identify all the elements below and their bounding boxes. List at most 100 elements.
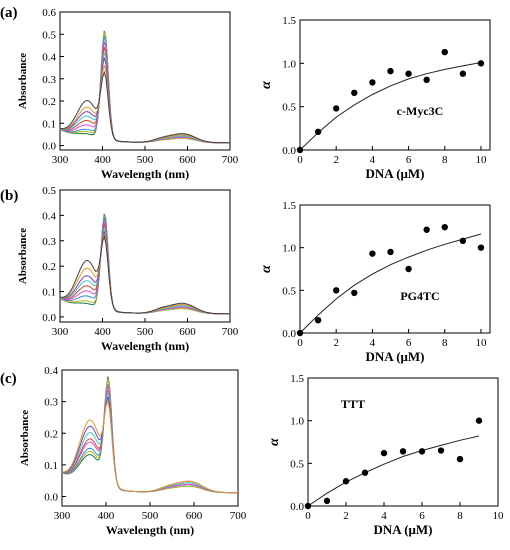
binding-ylabel: α <box>267 438 282 446</box>
binding-xtick-label: 10 <box>475 337 487 349</box>
binding-xtick-label: 4 <box>381 510 387 522</box>
data-point <box>423 226 430 233</box>
binding-frame <box>299 204 491 334</box>
binding-ytick-label: 1.5 <box>282 200 296 212</box>
panel-row-1: (a) 300 400 500 600 700 0.0 0.1 0.2 0.3 0.4 0.5 0.6 W… <box>0 5 491 181</box>
data-point <box>405 70 412 77</box>
binding-plot: 0 2 4 6 8 10 0.0 0.5 1.0 1.5 DNA (μM) α c-Myc3C <box>259 15 491 181</box>
spectra-xtick-label: 600 <box>179 326 196 338</box>
data-point <box>477 60 485 67</box>
binding-ytick-label: 1.0 <box>290 416 304 428</box>
spectra-ytick-label: 0.1 <box>42 118 56 130</box>
spectra-xtick-label: 300 <box>54 510 71 522</box>
spectra-ytick-label: 0.6 <box>42 7 56 19</box>
spectra-frame <box>61 369 239 507</box>
spectrum-series-line <box>61 378 238 494</box>
binding-xtick-label: 8 <box>442 154 448 166</box>
spectra-ytick-label: 0.3 <box>42 74 56 86</box>
spectrum-series-line <box>59 32 230 144</box>
data-point <box>387 67 394 75</box>
spectrum-series-line <box>59 215 230 315</box>
data-point <box>456 455 464 463</box>
spectra-xtick-label: 700 <box>222 326 239 338</box>
data-point <box>369 250 376 257</box>
binding-plot: 0 2 4 6 8 10 0.0 0.5 1.0 1.5 DNA (μM) α PG4TC <box>259 200 491 364</box>
data-point <box>342 478 350 485</box>
spectra-plot: 300 400 500 600 700 0.0 0.1 0.2 0.3 0.4 0.5 Wavelen… <box>17 185 239 353</box>
spectrum-series-line <box>59 230 231 315</box>
spectra-xtick-label: 700 <box>230 510 247 522</box>
spectra-ytick-label: 0.3 <box>44 397 58 409</box>
spectra-ytick-label: 0.4 <box>42 210 56 222</box>
data-point <box>314 317 322 324</box>
spectra-ytick-label: 0.2 <box>44 428 58 440</box>
spectra-ytick-label: 0.2 <box>42 261 56 273</box>
spectra-ytick-label: 0.0 <box>42 312 56 324</box>
spectrum-series-line <box>59 220 230 315</box>
spectra-frame <box>59 189 231 323</box>
spectra-xtick-label: 500 <box>142 510 159 522</box>
binding-ytick-label: 0.5 <box>282 102 296 114</box>
fit-curve-line <box>307 435 480 507</box>
binding-xtick-label: 2 <box>333 337 339 349</box>
spectrum-series-line <box>59 234 231 315</box>
panel-row-3: (c) 300 400 500 600 700 0.0 0.1 0.2 0.3 0.4 Wavelen… <box>0 365 504 537</box>
spectrum-series-line <box>61 396 238 494</box>
binding-ytick-label: 0.0 <box>282 328 296 340</box>
data-point <box>459 70 467 77</box>
spectrum-series-line <box>59 233 231 315</box>
spectrum-series-line <box>59 46 230 144</box>
binding-ytick-label: 1.0 <box>282 58 296 70</box>
data-point <box>459 237 467 245</box>
data-point <box>380 449 388 457</box>
series-annotation: c-Myc3C <box>397 104 444 118</box>
spectra-xtick-label: 600 <box>186 510 203 522</box>
binding-ytick-label: 1.5 <box>282 15 296 27</box>
data-point <box>296 146 304 154</box>
spectrum-series-line <box>59 70 230 144</box>
binding-xtick-label: 6 <box>406 154 412 166</box>
spectrum-series-line <box>61 376 238 494</box>
data-point <box>387 248 394 256</box>
spectra-ytick-label: 0.0 <box>44 492 58 504</box>
binding-plot: 0 2 4 6 8 10 0.0 0.5 1.0 1.5 DNA (μM) α TTT <box>267 373 504 537</box>
binding-xtick-label: 10 <box>493 510 505 522</box>
spectrum-series-line <box>59 213 230 315</box>
spectra-xtick-label: 500 <box>137 154 154 166</box>
data-point <box>418 448 426 455</box>
data-point <box>361 469 369 476</box>
spectra-ytick-label: 0.1 <box>44 460 58 472</box>
data-point <box>399 448 407 455</box>
spectra-xtick-label: 500 <box>137 326 154 338</box>
data-point <box>351 89 358 97</box>
spectra-xtick-label: 300 <box>52 154 69 166</box>
data-point <box>441 48 448 56</box>
fit-curve-line <box>299 233 482 334</box>
binding-xtick-label: 6 <box>406 337 412 349</box>
panel-row-2: (b) 300 400 500 600 700 0.0 0.1 0.2 0.3 0.4 0.5 Wave… <box>0 185 491 364</box>
binding-xtick-label: 4 <box>370 337 376 349</box>
panel-label: (b) <box>0 188 18 204</box>
spectrum-series-line <box>59 30 230 144</box>
binding-xtick-label: 0 <box>297 154 303 166</box>
spectra-ytick-label: 0.0 <box>42 141 56 153</box>
spectrum-series-line <box>61 399 238 494</box>
data-point <box>477 244 485 251</box>
data-point <box>314 128 322 135</box>
binding-ylabel: α <box>259 81 274 89</box>
spectra-xtick-label: 300 <box>52 326 69 338</box>
data-point <box>423 76 430 84</box>
binding-xtick-label: 8 <box>442 337 448 349</box>
binding-xlabel: DNA (μM) <box>366 349 425 364</box>
spectra-xtick-label: 400 <box>98 510 115 522</box>
spectra-xlabel: Wavelength (nm) <box>101 167 189 181</box>
spectra-xlabel: Wavelength (nm) <box>106 523 194 537</box>
spectrum-series-line <box>61 384 238 494</box>
spectra-ytick-label: 0.3 <box>42 236 56 248</box>
data-point <box>369 79 376 86</box>
binding-xtick-label: 2 <box>333 154 339 166</box>
binding-ytick-label: 1.0 <box>282 243 296 255</box>
spectra-ylabel: Absorbance <box>17 228 29 284</box>
spectra-ytick-label: 0.5 <box>42 185 56 197</box>
